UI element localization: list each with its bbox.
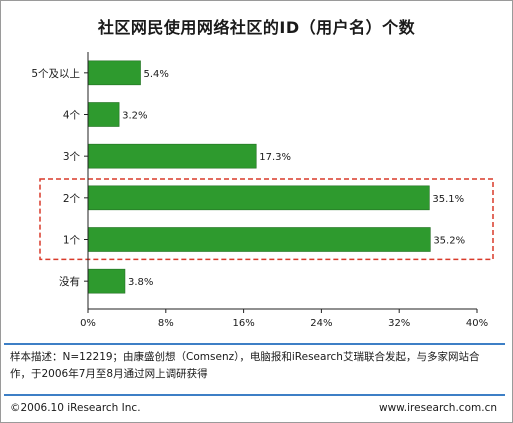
x-tick-label-0: 0% <box>80 318 96 329</box>
bar-2 <box>87 143 257 169</box>
value-label-0: 5.4% <box>144 69 169 80</box>
copyright-text: ©2006.10 iResearch Inc. <box>10 402 141 414</box>
value-label-3: 35.1% <box>432 194 464 205</box>
x-tick-label-1: 8% <box>158 318 174 329</box>
highlight-box <box>39 178 494 261</box>
category-label-2: 3个 <box>63 151 81 163</box>
category-label-1: 4个 <box>63 110 81 122</box>
category-label-3: 2个 <box>63 193 81 205</box>
bar-5 <box>87 268 126 294</box>
x-tick-label-2: 16% <box>232 318 254 329</box>
value-label-2: 17.3% <box>259 152 291 163</box>
bar-3 <box>87 185 430 211</box>
sample-description: 样本描述：N=12219；由康盛创想（Comsenz），电脑报和iResearc… <box>10 351 480 380</box>
x-tick-label-4: 32% <box>388 318 410 329</box>
bar-4 <box>87 227 431 252</box>
separator-bottom <box>4 394 505 396</box>
separator-top <box>4 343 505 345</box>
bar-1 <box>87 102 120 127</box>
category-label-4: 1个 <box>63 235 81 247</box>
website-text: www.iresearch.com.cn <box>378 402 497 414</box>
x-tick-label-5: 40% <box>466 318 488 329</box>
value-label-4: 35.2% <box>433 236 465 247</box>
category-label-0: 5个及以上 <box>31 68 80 80</box>
category-label-5: 没有 <box>59 275 80 288</box>
value-label-1: 3.2% <box>122 111 147 122</box>
chart-title: 社区网民使用网络社区的ID（用户名）个数 <box>97 18 416 37</box>
x-tick-label-3: 24% <box>310 318 332 329</box>
bar-0 <box>87 60 141 86</box>
value-label-5: 3.8% <box>128 277 153 288</box>
